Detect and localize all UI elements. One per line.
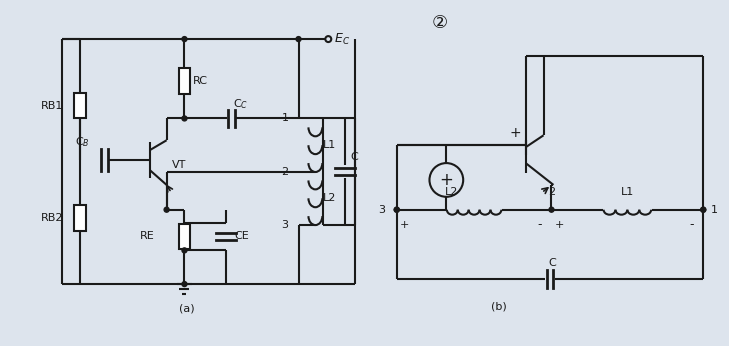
Text: +: +	[555, 220, 564, 230]
Text: C$_B$: C$_B$	[75, 135, 90, 149]
Text: 2: 2	[281, 167, 289, 177]
Text: L2: L2	[445, 187, 458, 197]
Text: -: -	[689, 218, 693, 231]
Text: 3: 3	[281, 220, 289, 230]
Text: ②: ②	[432, 14, 448, 32]
Circle shape	[701, 207, 706, 212]
Circle shape	[182, 282, 187, 286]
Text: L1: L1	[621, 187, 634, 197]
Circle shape	[701, 207, 706, 212]
Text: +: +	[440, 171, 453, 189]
Text: CE: CE	[234, 231, 249, 242]
Text: RB2: RB2	[41, 213, 63, 222]
Text: RB1: RB1	[41, 101, 63, 110]
Text: (a): (a)	[179, 304, 194, 314]
Text: L1: L1	[324, 140, 337, 150]
Bar	[74, 93, 86, 118]
Text: +: +	[400, 220, 410, 230]
Text: 3: 3	[378, 205, 385, 215]
Bar	[179, 224, 190, 249]
Text: L2: L2	[324, 193, 337, 203]
Text: E$_C$: E$_C$	[334, 31, 351, 47]
Circle shape	[182, 37, 187, 42]
Bar	[179, 68, 190, 94]
Text: 1: 1	[712, 205, 718, 215]
Text: RC: RC	[192, 76, 207, 86]
Text: C$_C$: C$_C$	[233, 98, 249, 111]
Text: C: C	[548, 258, 555, 268]
Text: -: -	[537, 218, 542, 231]
Circle shape	[394, 207, 399, 212]
Circle shape	[182, 116, 187, 121]
Text: RE: RE	[140, 231, 155, 242]
Bar	[74, 205, 86, 230]
Circle shape	[549, 207, 554, 212]
Text: 2: 2	[548, 187, 555, 197]
Text: VT: VT	[171, 160, 186, 170]
Text: +: +	[510, 126, 521, 140]
Circle shape	[164, 207, 169, 212]
Text: 1: 1	[281, 113, 289, 124]
Text: (b): (b)	[491, 302, 507, 312]
Circle shape	[182, 248, 187, 253]
Text: C: C	[350, 152, 358, 162]
Circle shape	[394, 207, 399, 212]
Circle shape	[296, 37, 301, 42]
